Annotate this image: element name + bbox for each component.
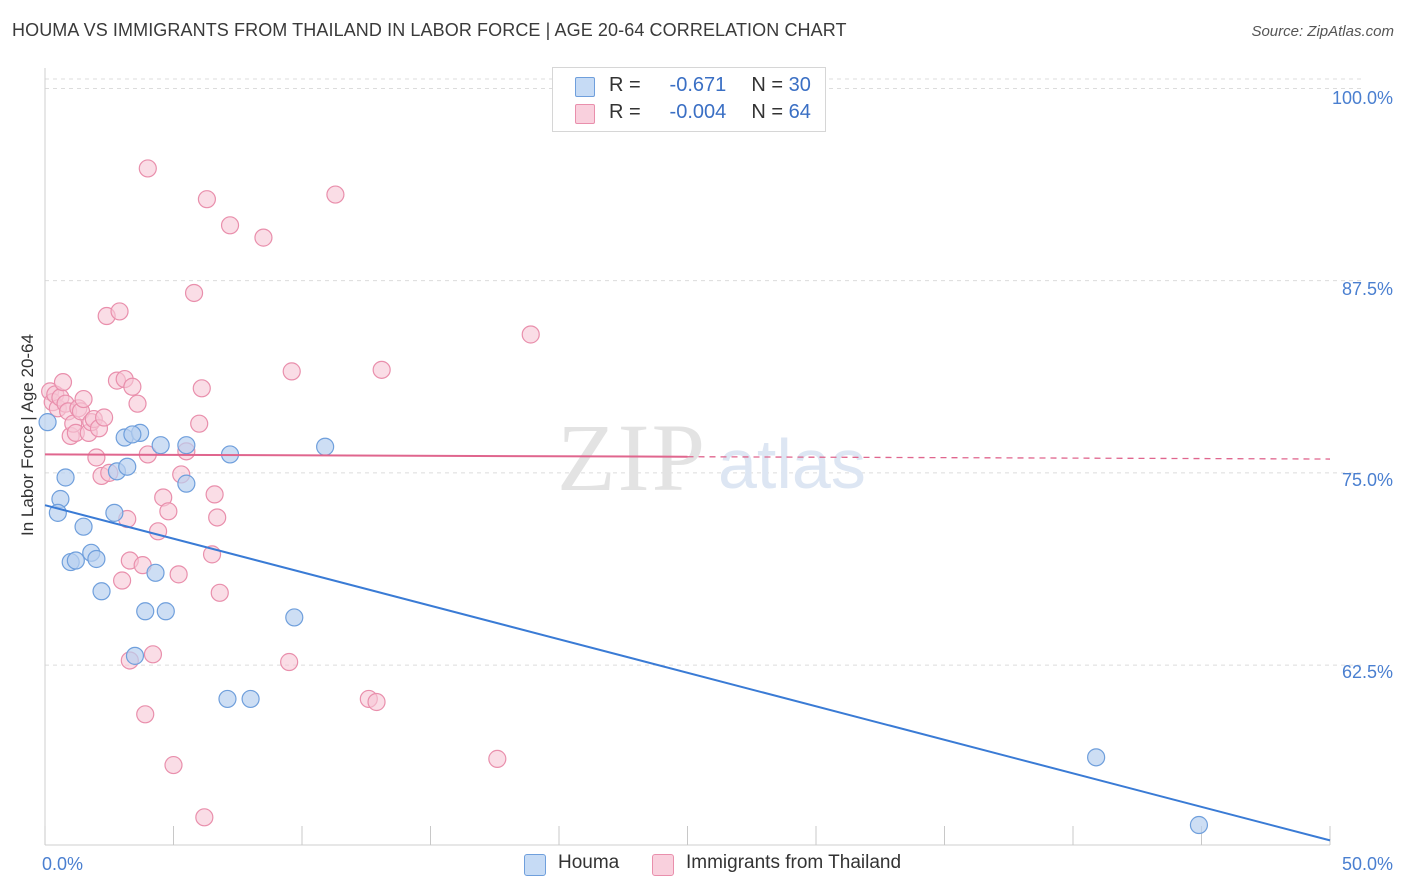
houma-point-26 — [316, 437, 335, 456]
thailand-point-13 — [74, 389, 93, 409]
thailand-point-44 — [184, 283, 204, 303]
y-axis-label-wrap: In Labor Force | Age 20-64 — [16, 270, 40, 600]
thailand-point-48 — [197, 190, 217, 209]
houma-point-19 — [156, 602, 175, 621]
houma-point-20 — [177, 436, 196, 455]
thailand-point-36 — [143, 645, 163, 664]
houma-point-0 — [38, 413, 57, 432]
series-label-thailand: Immigrants from Thailand — [686, 852, 902, 873]
thailand-point-37 — [148, 522, 168, 541]
thailand-point-5 — [53, 373, 73, 392]
legend-n-value-thailand: 64 — [788, 101, 811, 123]
houma-point-9 — [92, 582, 111, 601]
thailand-point-30 — [128, 394, 147, 413]
y-tick-label-100: 100.0% — [1332, 88, 1393, 108]
thailand-point-61 — [488, 749, 507, 768]
series-swatch-houma — [524, 854, 546, 876]
houma-point-8 — [87, 549, 106, 569]
watermark-atlas: atlas — [718, 425, 866, 503]
thailand-point-47 — [195, 808, 214, 827]
thailand-point-56 — [282, 362, 301, 381]
grid-layer — [45, 78, 1365, 666]
houma-trend-line — [44, 504, 1331, 842]
legend-r-value-houma: -0.671 — [669, 74, 727, 96]
thailand-point-28 — [123, 377, 142, 396]
legend-text-thailand: R = -0.004 N = 64 — [609, 101, 811, 124]
thailand-point-39 — [159, 502, 178, 521]
thailand-point-33 — [136, 705, 155, 724]
houma-point-16 — [136, 602, 155, 621]
thailand-point-62 — [521, 325, 540, 344]
tick-labels: 0.0% 50.0% 62.5% 75.0% 87.5% 100.0% — [42, 88, 1393, 874]
y-tick-label-87-5: 87.5% — [1342, 279, 1393, 299]
thailand-point-45 — [190, 414, 209, 433]
thailand-point-60 — [372, 360, 391, 379]
thailand-point-46 — [192, 379, 211, 398]
thailand-point-41 — [169, 565, 188, 584]
houma-point-25 — [285, 608, 304, 627]
houma-point-6 — [74, 517, 93, 536]
y-tick-label-75: 75.0% — [1342, 470, 1393, 490]
series-swatch-thailand — [652, 854, 674, 876]
series-label-houma: Houma — [558, 852, 620, 873]
legend-swatch-houma — [575, 77, 595, 97]
series-houma — [38, 413, 1209, 835]
houma-point-27 — [123, 425, 142, 444]
houma-point-18 — [151, 436, 170, 455]
chart-title: HOUMA VS IMMIGRANTS FROM THAILAND IN LAB… — [12, 20, 847, 40]
thailand-point-54 — [254, 228, 273, 247]
y-tick-label-62-5: 62.5% — [1342, 662, 1393, 682]
axis-layer — [44, 68, 1331, 846]
legend-text-houma: R = -0.671 N = 30 — [609, 74, 811, 97]
thailand-point-57 — [326, 185, 345, 204]
houma-point-21 — [177, 474, 196, 493]
houma-point-28 — [1087, 748, 1106, 767]
thailand-point-50 — [205, 485, 224, 504]
houma-point-3 — [56, 468, 75, 487]
houma-point-17 — [146, 563, 165, 582]
thailand-point-35 — [138, 159, 157, 178]
legend-r-value-thailand: -0.004 — [669, 101, 727, 123]
houma-point-10 — [105, 503, 124, 522]
thailand-point-53 — [220, 216, 240, 235]
stats-legend: R = -0.671 N = 30 R = -0.004 N = 64 — [552, 67, 826, 132]
legend-r-label: R = — [609, 101, 641, 123]
x-tick-label-min: 0.0% — [42, 854, 83, 874]
houma-point-14 — [125, 646, 145, 665]
thailand-point-17 — [87, 448, 106, 467]
x-tick-label-max: 50.0% — [1342, 854, 1393, 874]
y-axis-label: In Labor Force | Age 20-64 — [18, 334, 37, 536]
thailand-point-24 — [110, 302, 129, 321]
thailand-trend-line — [44, 453, 688, 458]
thailand-point-52 — [210, 583, 229, 602]
thailand-point-51 — [208, 508, 227, 527]
thailand-point-25 — [112, 571, 132, 590]
thailand-point-40 — [164, 755, 183, 775]
houma-point-13 — [118, 457, 137, 476]
series-legend: Houma Immigrants from Thailand — [0, 852, 1406, 878]
legend-swatch-thailand — [575, 104, 595, 124]
thailand-point-55 — [280, 652, 299, 672]
thailand-point-59 — [367, 692, 386, 712]
legend-n-value-houma: 30 — [788, 74, 811, 96]
houma-point-22 — [218, 689, 237, 709]
source-label: Source: ZipAtlas.com — [1251, 23, 1394, 40]
thailand-point-20 — [95, 408, 114, 427]
houma-point-29 — [1189, 815, 1209, 835]
thailand-trend-line-dashed — [687, 456, 1331, 460]
trend-layer — [44, 453, 1331, 842]
legend-n-label: N = — [751, 101, 784, 123]
houma-point-5 — [66, 551, 85, 570]
houma-point-24 — [241, 689, 260, 709]
legend-r-label: R = — [609, 74, 641, 96]
series-thailand — [41, 76, 638, 827]
legend-n-label: N = — [751, 74, 784, 96]
